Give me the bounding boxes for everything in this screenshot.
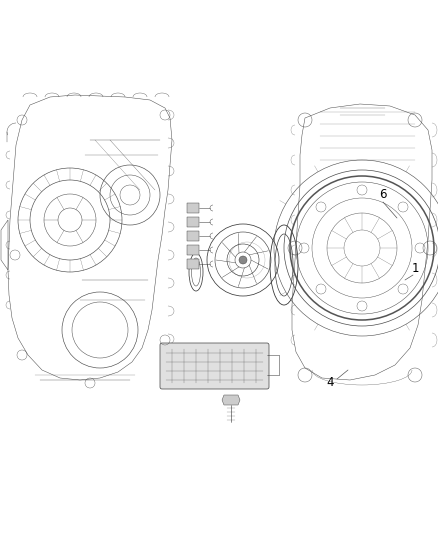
Text: 1: 1 xyxy=(411,262,419,274)
Text: 4: 4 xyxy=(326,376,334,389)
FancyBboxPatch shape xyxy=(160,343,269,389)
Polygon shape xyxy=(222,395,240,405)
Bar xyxy=(187,245,199,255)
Bar xyxy=(187,259,199,269)
Text: 6: 6 xyxy=(379,189,387,201)
Bar xyxy=(187,203,199,213)
Circle shape xyxy=(239,256,247,264)
Bar xyxy=(187,231,199,241)
Bar xyxy=(187,217,199,227)
